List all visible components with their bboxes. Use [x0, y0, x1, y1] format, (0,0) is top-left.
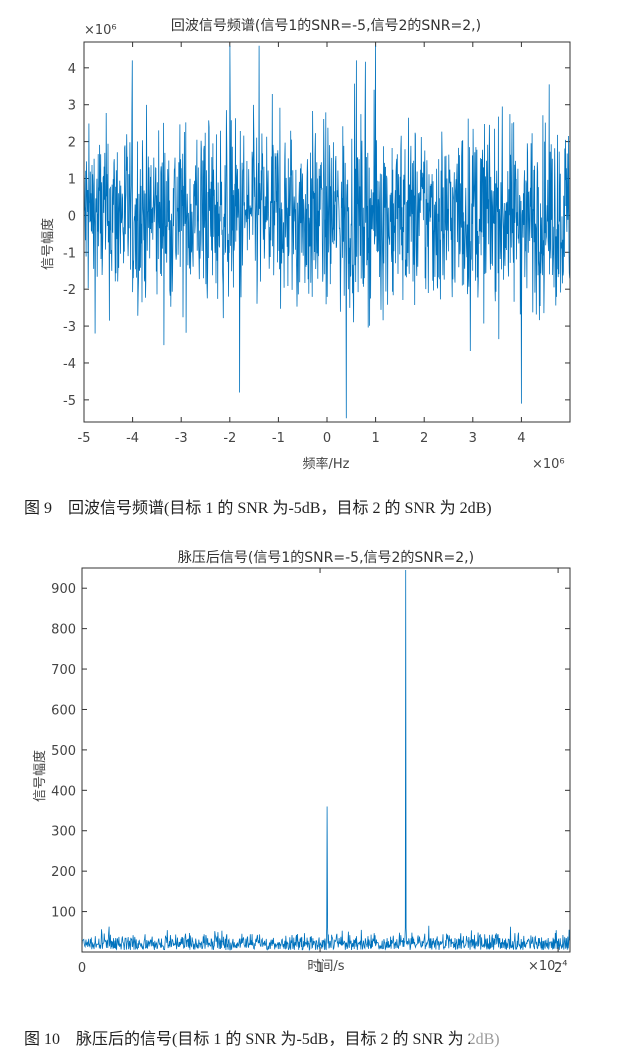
x-tick-label: 2: [420, 431, 428, 446]
y-tick-label: -3: [63, 320, 76, 335]
x-tick-label: -4: [126, 431, 139, 446]
y-axis-label: 信号幅度: [40, 218, 56, 270]
x-axis-label: 时间/s: [307, 959, 344, 974]
x-tick-label: 1: [316, 961, 324, 976]
y-tick-label: 4: [68, 62, 76, 77]
figure-10-caption: 图 10 脉压后的信号(目标 1 的 SNR 为-5dB，目标 2 的 SNR …: [24, 1031, 500, 1048]
x-tick-label: 0: [323, 431, 331, 446]
x-tick-label: -1: [272, 431, 285, 446]
x-axis-label: 频率/Hz: [303, 456, 350, 472]
echo-spectrum-chart: 回波信号频谱(信号1的SNR=-5,信号2的SNR=2,) ×10⁶ 信号幅度 …: [40, 18, 571, 472]
y-tick-label: 600: [51, 703, 76, 718]
x-ticks: 0 1 2: [78, 568, 562, 976]
y-tick-label: 100: [51, 906, 76, 921]
spectrum-series-line: [83, 45, 571, 419]
x-tick-label: -2: [223, 431, 236, 446]
x-exponent-label: ×10⁶: [532, 457, 565, 472]
x-exponent-label: ×10⁻⁴: [528, 959, 568, 974]
axes-frame: [83, 41, 571, 423]
figure-echo-spectrum: 回波信号频谱(信号1的SNR=-5,信号2的SNR=2,) ×10⁶ 信号幅度 …: [0, 0, 640, 480]
y-axis-label: 信号幅度: [32, 750, 48, 802]
y-tick-label: 3: [68, 99, 76, 114]
y-tick-label: 200: [51, 865, 76, 880]
pulse-compression-chart: 脉压后信号(信号1的SNR=-5,信号2的SNR=2,) 信号幅度 时间/s ×…: [32, 550, 571, 976]
plot-area: [81, 569, 571, 952]
y-tick-label: -4: [63, 357, 76, 372]
y-tick-label: -1: [63, 246, 76, 261]
watermark-overlay: [470, 1022, 630, 1050]
x-tick-label: 3: [469, 431, 477, 446]
pulse-series-line: [81, 569, 571, 952]
y-tick-label: 800: [51, 623, 76, 638]
y-tick-label: 300: [51, 825, 76, 840]
x-tick-label: 4: [517, 431, 525, 446]
y-tick-label: 500: [51, 744, 76, 759]
x-tick-label: -5: [78, 431, 91, 446]
plot-area: [83, 45, 571, 419]
x-tick-label: 0: [78, 961, 86, 976]
x-tick-label: 2: [554, 961, 562, 976]
y-tick-label: 1: [68, 173, 76, 188]
x-tick-label: 1: [371, 431, 379, 446]
axes-frame: [81, 567, 571, 953]
x-tick-label: -3: [175, 431, 188, 446]
y-tick-label: 900: [51, 582, 76, 597]
y-tick-label: 0: [68, 209, 76, 224]
y-ticks: 900 800 700 600 500 400 300 200 100: [51, 582, 570, 921]
y-tick-label: 2: [68, 136, 76, 151]
y-tick-label: -5: [63, 394, 76, 409]
y-exponent-label: ×10⁶: [84, 23, 117, 38]
y-tick-label: 400: [51, 784, 76, 799]
figure-pulse-compression: 脉压后信号(信号1的SNR=-5,信号2的SNR=2,) 信号幅度 时间/s ×…: [0, 532, 640, 980]
x-ticks: -5 -4 -3 -2 -1 0 1 2 3 4: [78, 42, 526, 446]
chart-title: 回波信号频谱(信号1的SNR=-5,信号2的SNR=2,): [171, 18, 481, 34]
y-tick-label: -2: [63, 283, 76, 298]
chart-title: 脉压后信号(信号1的SNR=-5,信号2的SNR=2,): [178, 550, 474, 566]
figure-9-caption: 图 9 回波信号频谱(目标 1 的 SNR 为-5dB，目标 2 的 SNR 为…: [24, 500, 492, 517]
y-tick-label: 700: [51, 663, 76, 678]
